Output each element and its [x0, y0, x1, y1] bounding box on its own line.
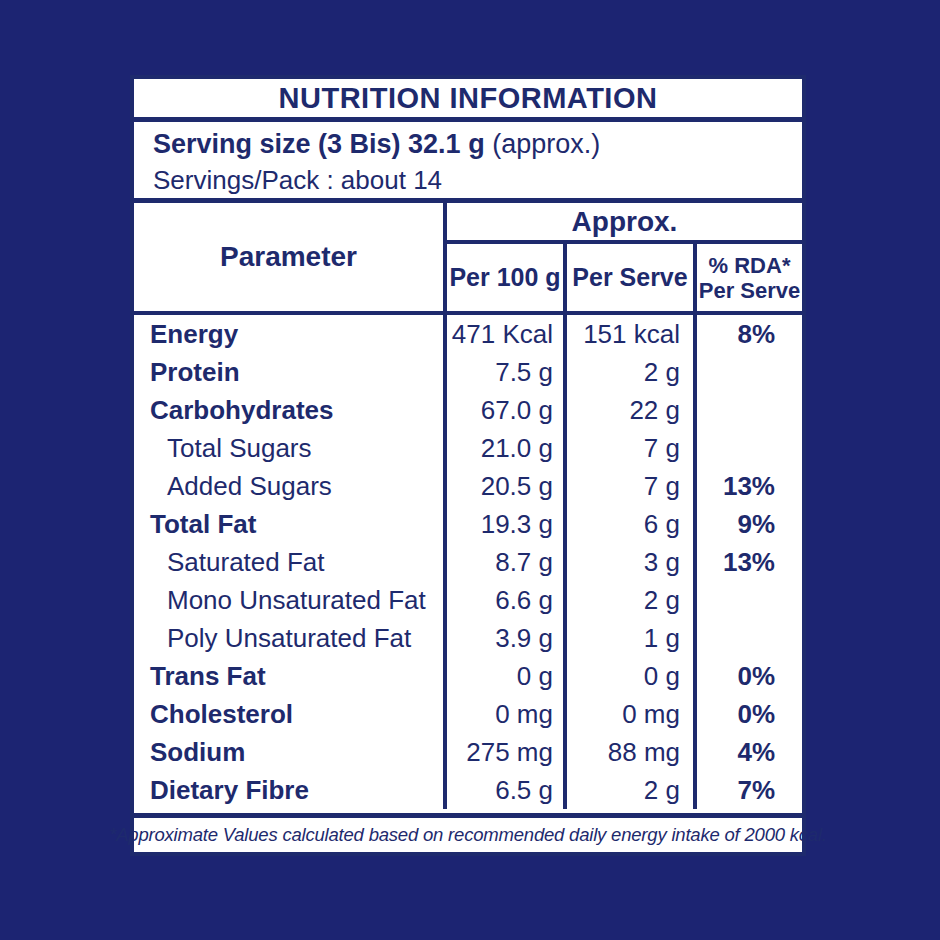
table-row: Added Sugars 20.5 g 7 g 13% [134, 467, 802, 505]
panel-title: NUTRITION INFORMATION [134, 79, 802, 117]
serving-info-section: Serving size (3 Bis) 32.1 g (approx.) Se… [134, 117, 802, 198]
sub-column-headers: Per 100 g Per Serve % RDA* Per Serve [443, 244, 802, 311]
row-value-per-100g: 20.5 g [443, 467, 563, 505]
row-parameter-name: Total Sugars [134, 429, 443, 467]
row-value-rda-per-serve: 0% [693, 695, 802, 733]
nutrition-information-panel: NUTRITION INFORMATION Serving size (3 Bi… [130, 75, 806, 856]
column-header-per-serve: Per Serve [563, 244, 693, 311]
row-value-per-serve: 0 g [563, 657, 693, 695]
row-parameter-name: Sodium [134, 733, 443, 771]
serving-size-label: Serving size (3 Bis) 32.1 g [153, 129, 485, 159]
row-value-rda-per-serve: 13% [693, 543, 802, 581]
row-value-per-serve: 2 g [563, 581, 693, 619]
table-header: Parameter Approx. Per 100 g Per Serve % … [134, 203, 802, 311]
serving-size-line: Serving size (3 Bis) 32.1 g (approx.) [153, 125, 792, 163]
row-value-rda-per-serve: 13% [693, 467, 802, 505]
row-value-per-serve: 0 mg [563, 695, 693, 733]
table-row: Mono Unsaturated Fat 6.6 g 2 g [134, 581, 802, 619]
table-body: Energy 471 Kcal 151 kcal 8% Protein 7.5 … [134, 311, 802, 809]
row-value-per-100g: 7.5 g [443, 353, 563, 391]
row-parameter-name: Mono Unsaturated Fat [134, 581, 443, 619]
nutrition-table: Parameter Approx. Per 100 g Per Serve % … [134, 198, 802, 813]
servings-per-pack: Servings/Pack : about 14 [153, 163, 792, 197]
table-row: Trans Fat 0 g 0 g 0% [134, 657, 802, 695]
row-value-per-100g: 19.3 g [443, 505, 563, 543]
row-value-per-serve: 1 g [563, 619, 693, 657]
row-value-rda-per-serve [693, 391, 802, 429]
row-value-per-serve: 6 g [563, 505, 693, 543]
table-row: Poly Unsaturated Fat 3.9 g 1 g [134, 619, 802, 657]
row-value-per-100g: 21.0 g [443, 429, 563, 467]
row-value-per-100g: 0 mg [443, 695, 563, 733]
row-value-per-serve: 22 g [563, 391, 693, 429]
row-value-rda-per-serve: 8% [693, 315, 802, 353]
table-row: Total Fat 19.3 g 6 g 9% [134, 505, 802, 543]
column-header-parameter: Parameter [134, 203, 443, 311]
row-value-per-serve: 2 g [563, 353, 693, 391]
table-row: Cholesterol 0 mg 0 mg 0% [134, 695, 802, 733]
row-value-per-serve: 7 g [563, 467, 693, 505]
row-value-rda-per-serve: 9% [693, 505, 802, 543]
row-value-rda-per-serve [693, 353, 802, 391]
row-value-per-serve: 7 g [563, 429, 693, 467]
row-parameter-name: Energy [134, 315, 443, 353]
row-parameter-name: Poly Unsaturated Fat [134, 619, 443, 657]
row-value-per-100g: 471 Kcal [443, 315, 563, 353]
rda-footnote: *Approximate Values calculated based on … [134, 813, 802, 852]
column-header-rda-per-serve: % RDA* Per Serve [693, 244, 802, 311]
row-value-per-100g: 6.5 g [443, 771, 563, 809]
row-value-rda-per-serve [693, 581, 802, 619]
row-value-rda-per-serve: 0% [693, 657, 802, 695]
row-value-per-serve: 3 g [563, 543, 693, 581]
row-value-per-100g: 3.9 g [443, 619, 563, 657]
row-parameter-name: Cholesterol [134, 695, 443, 733]
row-value-rda-per-serve: 4% [693, 733, 802, 771]
table-row: Total Sugars 21.0 g 7 g [134, 429, 802, 467]
row-parameter-name: Total Fat [134, 505, 443, 543]
approx-header-group: Approx. Per 100 g Per Serve % RDA* Per S… [443, 203, 802, 311]
table-row: Carbohydrates 67.0 g 22 g [134, 391, 802, 429]
row-value-per-100g: 8.7 g [443, 543, 563, 581]
rda-header-line2: Per Serve [699, 278, 801, 303]
row-value-per-serve: 2 g [563, 771, 693, 809]
row-value-per-serve: 151 kcal [563, 315, 693, 353]
row-value-per-100g: 6.6 g [443, 581, 563, 619]
column-header-per-100g: Per 100 g [443, 244, 563, 311]
row-value-rda-per-serve [693, 429, 802, 467]
row-parameter-name: Protein [134, 353, 443, 391]
row-value-rda-per-serve [693, 619, 802, 657]
row-parameter-name: Saturated Fat [134, 543, 443, 581]
row-parameter-name: Trans Fat [134, 657, 443, 695]
table-row: Saturated Fat 8.7 g 3 g 13% [134, 543, 802, 581]
table-row: Energy 471 Kcal 151 kcal 8% [134, 315, 802, 353]
serving-size-note: (approx.) [492, 129, 600, 159]
table-row: Protein 7.5 g 2 g [134, 353, 802, 391]
column-header-approx: Approx. [443, 203, 802, 244]
row-parameter-name: Added Sugars [134, 467, 443, 505]
row-value-rda-per-serve: 7% [693, 771, 802, 809]
row-value-per-100g: 275 mg [443, 733, 563, 771]
row-value-per-100g: 0 g [443, 657, 563, 695]
row-value-per-serve: 88 mg [563, 733, 693, 771]
nutrition-label-page: { "colors": { "background": "#1c2472", "… [0, 0, 940, 940]
row-parameter-name: Dietary Fibre [134, 771, 443, 809]
table-row: Dietary Fibre 6.5 g 2 g 7% [134, 771, 802, 809]
row-parameter-name: Carbohydrates [134, 391, 443, 429]
table-row: Sodium 275 mg 88 mg 4% [134, 733, 802, 771]
row-value-per-100g: 67.0 g [443, 391, 563, 429]
rda-header-line1: % RDA* [709, 253, 791, 278]
